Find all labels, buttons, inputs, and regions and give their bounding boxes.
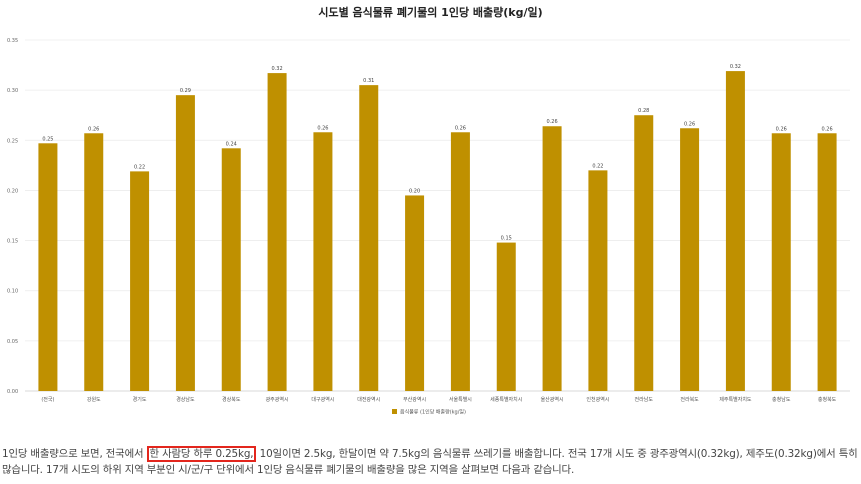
x-category-label: 광주광역시 [266,396,289,403]
x-category-label: 서울특별시 [449,396,472,403]
caption-highlight: 한 사람당 하루 0.25kg, [146,446,257,462]
x-category-label: (전국) [41,396,54,403]
data-label: 0.25 [42,136,53,142]
y-tick-label: 0.20 [7,188,18,194]
caption-text-after: 10일이면 2.5kg, 한달이면 약 7.5kg의 음식물류 쓰레기를 배출합… [2,448,858,476]
bar [634,115,654,391]
data-label: 0.26 [455,125,466,131]
y-tick-label: 0.05 [7,339,18,345]
bar [38,143,58,391]
gridlines [25,39,850,392]
bar-chart: 시도별 음식물류 폐기물의 1인당 배출량(kg/일) 0.00 0.05 0.10… [7,5,850,416]
bar [542,126,562,391]
x-category-label: 대전광역시 [357,396,380,403]
x-category-label: 충청남도 [772,396,791,403]
data-labels: 0.25 0.26 0.22 0.29 0.24 0.32 0.26 0.31 0.20 0.26… [42,64,832,241]
x-category-label: 울산광역시 [541,396,564,403]
bar [267,73,287,391]
data-label: 0.22 [592,163,603,169]
y-tick-label: 0.15 [7,239,18,245]
data-label: 0.26 [547,119,558,125]
bar [725,71,745,392]
bar [496,242,516,391]
x-category-label: 경상북도 [222,396,241,403]
data-label: 0.26 [88,126,99,132]
bar [359,85,379,391]
data-label: 0.15 [501,236,512,242]
x-axis-category-labels: (전국) 강원도 경기도 경상남도 경상북도 광주광역시 대구광역시 대전광역시 부산광역시 서울… [41,396,836,403]
data-label: 0.32 [272,66,283,72]
y-tick-label: 0.25 [7,138,18,144]
y-axis-tick-labels: 0.00 0.05 0.10 0.15 0.20 0.25 0.30 0.35 [7,38,18,395]
data-label: 0.26 [684,121,695,127]
x-category-label: 인천광역시 [586,396,609,403]
legend-swatch [392,409,397,414]
data-label: 0.28 [638,108,649,114]
data-label: 0.29 [180,88,191,94]
x-category-label: 경상남도 [176,396,195,403]
x-category-label: 부산광역시 [403,396,426,403]
bar [221,148,241,391]
x-category-label: 세종특별자치시 [490,396,522,403]
bar [84,133,104,391]
legend-label: 음식물류 (1인당 배출량(kg/일) [400,409,466,416]
bar [771,133,791,391]
bar [817,133,837,391]
data-label: 0.22 [134,164,145,170]
data-label: 0.31 [363,78,374,84]
x-category-label: 전라남도 [635,396,654,403]
chart-container: 시도별 음식물류 폐기물의 1인당 배출량(kg/일) 0.00 0.05 0.10… [7,5,850,416]
y-tick-label: 0.35 [7,38,18,44]
data-label: 0.24 [226,141,237,147]
bar [450,132,470,391]
bars [38,71,837,392]
data-label: 0.26 [317,125,328,131]
bar [130,171,150,391]
x-category-label: 제주특별자치도 [719,396,752,403]
y-tick-label: 0.30 [7,88,18,94]
chart-title: 시도별 음식물류 폐기물의 1인당 배출량(kg/일) [318,5,542,19]
data-label: 0.32 [730,64,741,70]
data-label: 0.20 [409,188,420,194]
x-category-label: 강원도 [87,396,101,403]
x-category-label: 대구광역시 [311,396,334,403]
data-label: 0.26 [822,126,833,132]
legend: 음식물류 (1인당 배출량(kg/일) [392,409,466,416]
caption-paragraph: 1인당 배출량으로 보면, 전국에서 한 사람당 하루 0.25kg, 10일이… [2,446,858,478]
bar [588,170,608,391]
x-category-label: 경기도 [133,396,147,403]
bar [175,95,195,392]
data-label: 0.26 [776,126,787,132]
y-tick-label: 0.10 [7,289,18,295]
bar [313,132,333,391]
bar [405,195,425,391]
bar [680,128,700,391]
x-category-label: 충청북도 [818,396,837,403]
x-category-label: 전라북도 [680,396,699,403]
caption-text-before: 1인당 배출량으로 보면, 전국에서 [2,448,147,460]
y-tick-label: 0.00 [7,389,18,395]
